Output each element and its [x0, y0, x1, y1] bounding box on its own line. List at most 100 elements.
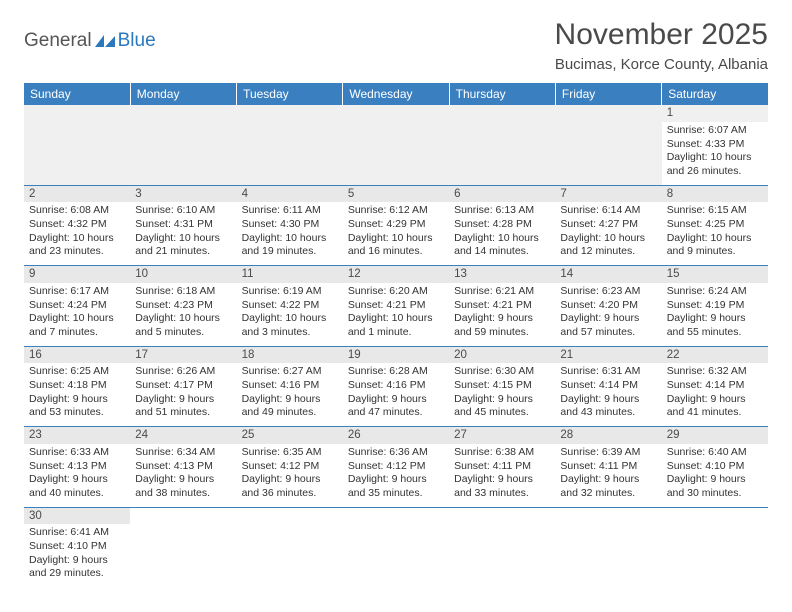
day-number: 9: [24, 266, 130, 283]
day-number: 15: [662, 266, 768, 283]
calendar-page: General Blue November 2025 Bucimas, Korc…: [0, 0, 792, 605]
calendar-day-cell: [449, 105, 555, 185]
day-info: Sunrise: 6:08 AMSunset: 4:32 PMDaylight:…: [29, 204, 125, 259]
day-info: Sunrise: 6:38 AMSunset: 4:11 PMDaylight:…: [454, 446, 550, 501]
calendar-day-cell: 15Sunrise: 6:24 AMSunset: 4:19 PMDayligh…: [662, 266, 768, 347]
day-number: 10: [130, 266, 236, 283]
calendar-day-cell: 21Sunrise: 6:31 AMSunset: 4:14 PMDayligh…: [555, 346, 661, 427]
day-number: 11: [237, 266, 343, 283]
calendar-day-cell: 7Sunrise: 6:14 AMSunset: 4:27 PMDaylight…: [555, 185, 661, 266]
calendar-day-cell: 26Sunrise: 6:36 AMSunset: 4:12 PMDayligh…: [343, 427, 449, 508]
day-info: Sunrise: 6:39 AMSunset: 4:11 PMDaylight:…: [560, 446, 656, 501]
calendar-day-cell: 22Sunrise: 6:32 AMSunset: 4:14 PMDayligh…: [662, 346, 768, 427]
logo: General Blue: [24, 18, 156, 52]
day-number: 4: [237, 186, 343, 203]
weekday-header: Friday: [555, 83, 661, 105]
day-number: 19: [343, 347, 449, 364]
page-header: General Blue November 2025 Bucimas, Korc…: [24, 18, 768, 73]
day-info: Sunrise: 6:40 AMSunset: 4:10 PMDaylight:…: [667, 446, 763, 501]
day-number: 22: [662, 347, 768, 364]
calendar-day-cell: [237, 507, 343, 587]
logo-text-blue: Blue: [118, 30, 156, 52]
day-number: 5: [343, 186, 449, 203]
day-number: 6: [449, 186, 555, 203]
day-info: Sunrise: 6:21 AMSunset: 4:21 PMDaylight:…: [454, 285, 550, 340]
weekday-header: Thursday: [449, 83, 555, 105]
day-number: 29: [662, 427, 768, 444]
calendar-day-cell: 30Sunrise: 6:41 AMSunset: 4:10 PMDayligh…: [24, 507, 130, 587]
calendar-day-cell: 6Sunrise: 6:13 AMSunset: 4:28 PMDaylight…: [449, 185, 555, 266]
calendar-week-row: 23 Sunrise: 6:33 AMSunset: 4:13 PMDayligh…: [24, 427, 768, 508]
day-number: 25: [237, 427, 343, 444]
calendar-day-cell: 10Sunrise: 6:18 AMSunset: 4:23 PMDayligh…: [130, 266, 236, 347]
calendar-day-cell: 20Sunrise: 6:30 AMSunset: 4:15 PMDayligh…: [449, 346, 555, 427]
calendar-day-cell: [237, 105, 343, 185]
day-info: Sunrise: 6:20 AMSunset: 4:21 PMDaylight:…: [348, 285, 444, 340]
day-number: 26: [343, 427, 449, 444]
day-info: Sunrise: 6:28 AMSunset: 4:16 PMDaylight:…: [348, 365, 444, 420]
day-number: 27: [449, 427, 555, 444]
day-number: 28: [555, 427, 661, 444]
day-info: Sunrise: 6:27 AMSunset: 4:16 PMDaylight:…: [242, 365, 338, 420]
day-info: Sunrise: 6:14 AMSunset: 4:27 PMDaylight:…: [560, 204, 656, 259]
weekday-header: Saturday: [662, 83, 768, 105]
calendar-week-row: 2Sunrise: 6:08 AMSunset: 4:32 PMDaylight…: [24, 185, 768, 266]
calendar-day-cell: 11 Sunrise: 6:19 AMSunset: 4:22 PMDayligh…: [237, 266, 343, 347]
calendar-day-cell: 18Sunrise: 6:27 AMSunset: 4:16 PMDayligh…: [237, 346, 343, 427]
title-block: November 2025 Bucimas, Korce County, Alb…: [555, 18, 768, 73]
calendar-day-cell: 29 Sunrise: 6:40 AMSunset: 4:10 PMDayligh…: [662, 427, 768, 508]
day-info: Sunrise: 6:17 AMSunset: 4:24 PMDaylight:…: [29, 285, 125, 340]
day-number: 2: [24, 186, 130, 203]
calendar-day-cell: 16Sunrise: 6:25 AMSunset: 4:18 PMDayligh…: [24, 346, 130, 427]
day-info: Sunrise: 6:41 AMSunset: 4:10 PMDaylight:…: [29, 526, 125, 581]
day-info: Sunrise: 6:25 AMSunset: 4:18 PMDaylight:…: [29, 365, 125, 420]
calendar-day-cell: [449, 507, 555, 587]
calendar-week-row: 30Sunrise: 6:41 AMSunset: 4:10 PMDayligh…: [24, 507, 768, 587]
day-number: 3: [130, 186, 236, 203]
day-number: 7: [555, 186, 661, 203]
day-info: Sunrise: 6:11 AMSunset: 4:30 PMDaylight:…: [242, 204, 338, 259]
weekday-header: Sunday: [24, 83, 130, 105]
calendar-day-cell: 19Sunrise: 6:28 AMSunset: 4:16 PMDayligh…: [343, 346, 449, 427]
day-number: 17: [130, 347, 236, 364]
calendar-day-cell: 23 Sunrise: 6:33 AMSunset: 4:13 PMDayligh…: [24, 427, 130, 508]
calendar-day-cell: [130, 105, 236, 185]
calendar-day-cell: [343, 507, 449, 587]
day-info: Sunrise: 6:07 AMSunset: 4:33 PMDaylight:…: [667, 124, 763, 179]
day-info: Sunrise: 6:30 AMSunset: 4:15 PMDaylight:…: [454, 365, 550, 420]
weekday-header: Tuesday: [237, 83, 343, 105]
day-number: 14: [555, 266, 661, 283]
calendar-day-cell: 1 Sunrise: 6:07 AMSunset: 4:33 PMDaylight…: [662, 105, 768, 185]
calendar-day-cell: [555, 105, 661, 185]
day-number: 12: [343, 266, 449, 283]
day-number: 18: [237, 347, 343, 364]
day-info: Sunrise: 6:33 AMSunset: 4:13 PMDaylight:…: [29, 446, 125, 501]
calendar-day-cell: 12 Sunrise: 6:20 AMSunset: 4:21 PMDayligh…: [343, 266, 449, 347]
day-number: 21: [555, 347, 661, 364]
day-number: 1: [662, 105, 768, 122]
logo-sail-icon: [94, 34, 116, 48]
day-info: Sunrise: 6:19 AMSunset: 4:22 PMDaylight:…: [242, 285, 338, 340]
day-number: 30: [24, 508, 130, 525]
day-info: Sunrise: 6:34 AMSunset: 4:13 PMDaylight:…: [135, 446, 231, 501]
day-info: Sunrise: 6:23 AMSunset: 4:20 PMDaylight:…: [560, 285, 656, 340]
calendar-day-cell: 17Sunrise: 6:26 AMSunset: 4:17 PMDayligh…: [130, 346, 236, 427]
weekday-header-row: Sunday Monday Tuesday Wednesday Thursday…: [24, 83, 768, 105]
calendar-day-cell: [555, 507, 661, 587]
calendar-day-cell: 4Sunrise: 6:11 AMSunset: 4:30 PMDaylight…: [237, 185, 343, 266]
calendar-week-row: 16Sunrise: 6:25 AMSunset: 4:18 PMDayligh…: [24, 346, 768, 427]
logo-text-general: General: [24, 30, 92, 52]
day-number: 24: [130, 427, 236, 444]
calendar-week-row: 1 Sunrise: 6:07 AMSunset: 4:33 PMDaylight…: [24, 105, 768, 185]
day-number: 8: [662, 186, 768, 203]
calendar-day-cell: 2Sunrise: 6:08 AMSunset: 4:32 PMDaylight…: [24, 185, 130, 266]
calendar-day-cell: [130, 507, 236, 587]
day-number: 23: [24, 427, 130, 444]
calendar-week-row: 9 Sunrise: 6:17 AMSunset: 4:24 PMDaylight…: [24, 266, 768, 347]
calendar-day-cell: 5Sunrise: 6:12 AMSunset: 4:29 PMDaylight…: [343, 185, 449, 266]
day-info: Sunrise: 6:26 AMSunset: 4:17 PMDaylight:…: [135, 365, 231, 420]
calendar-day-cell: 8Sunrise: 6:15 AMSunset: 4:25 PMDaylight…: [662, 185, 768, 266]
day-number: 20: [449, 347, 555, 364]
calendar-day-cell: 14 Sunrise: 6:23 AMSunset: 4:20 PMDayligh…: [555, 266, 661, 347]
calendar-day-cell: [343, 105, 449, 185]
